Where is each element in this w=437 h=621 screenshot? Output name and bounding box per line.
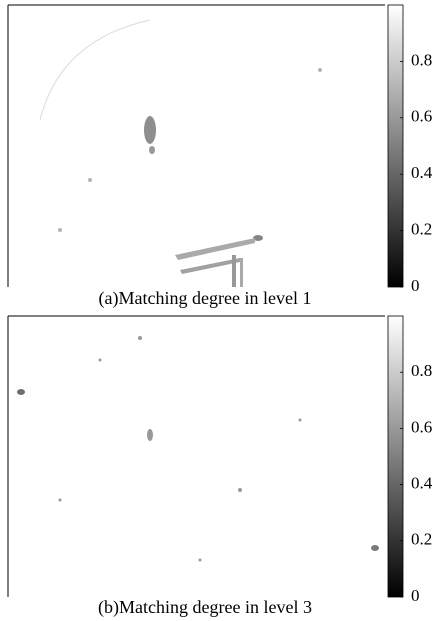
colorbar-tick-label: 0 xyxy=(411,586,420,605)
colorbar xyxy=(387,315,404,598)
colorbar xyxy=(387,4,404,288)
colorbar-tick-label: 0.6 xyxy=(411,417,432,436)
colorbar-tick-label: 0.2 xyxy=(411,530,432,549)
colorbar-tick-label: 0.4 xyxy=(411,163,433,182)
colorbar-tick-label: 0.2 xyxy=(411,220,432,239)
colorbar-tick-label: 0.8 xyxy=(411,50,432,69)
colorbar-tick-label: 0.6 xyxy=(411,107,432,126)
colorbar-tick-label: 0 xyxy=(411,276,420,295)
colorbar-tick-label: 0.8 xyxy=(411,361,432,380)
caption: (a)Matching degree in level 1 xyxy=(99,288,312,309)
heatmap-texture-b xyxy=(17,336,379,562)
colorbar-tick-label: 0.4 xyxy=(411,474,433,493)
heatmap-texture-a xyxy=(39,19,322,287)
caption: (b)Matching degree in level 3 xyxy=(98,597,312,618)
